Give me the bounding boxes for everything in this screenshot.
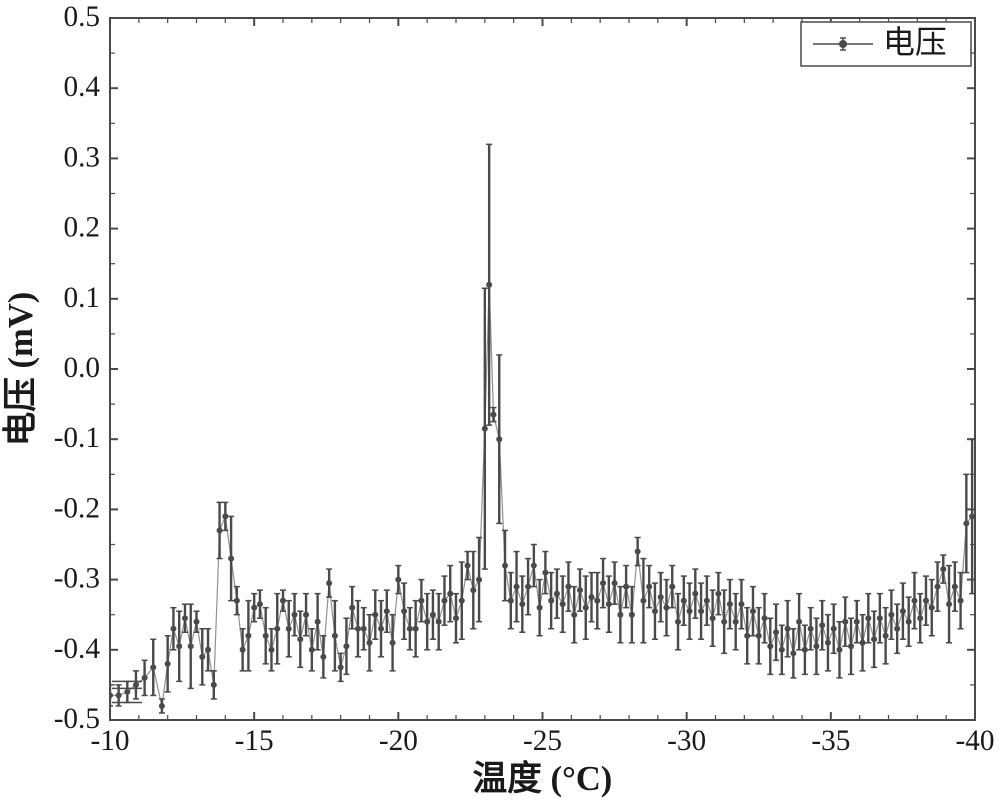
svg-text:-40: -40: [956, 725, 995, 757]
svg-text:电压 (mV): 电压 (mV): [2, 292, 40, 447]
svg-text:-25: -25: [523, 725, 562, 757]
svg-text:-20: -20: [379, 725, 418, 757]
svg-text:-0.1: -0.1: [54, 422, 100, 454]
svg-text:温度 (°C): 温度 (°C): [473, 760, 613, 798]
svg-text:-30: -30: [667, 725, 706, 757]
svg-text:0.4: 0.4: [63, 71, 100, 103]
svg-text:0.3: 0.3: [63, 141, 100, 173]
svg-text:-35: -35: [811, 725, 850, 757]
chart-container: -10-15-20-25-30-35-40-0.5-0.4-0.3-0.2-0.…: [0, 0, 1000, 803]
svg-text:-0.2: -0.2: [54, 492, 100, 524]
svg-text:-0.5: -0.5: [54, 703, 100, 735]
svg-text:0.2: 0.2: [63, 212, 100, 244]
svg-text:-0.4: -0.4: [54, 633, 101, 665]
svg-text:0.1: 0.1: [63, 282, 100, 314]
svg-text:-15: -15: [235, 725, 274, 757]
svg-text:-0.3: -0.3: [54, 563, 100, 595]
svg-text:0.5: 0.5: [63, 1, 100, 33]
svg-text:电压: 电压: [883, 25, 947, 60]
svg-text:0.0: 0.0: [63, 352, 100, 384]
voltage-temperature-chart: -10-15-20-25-30-35-40-0.5-0.4-0.3-0.2-0.…: [0, 0, 1000, 803]
